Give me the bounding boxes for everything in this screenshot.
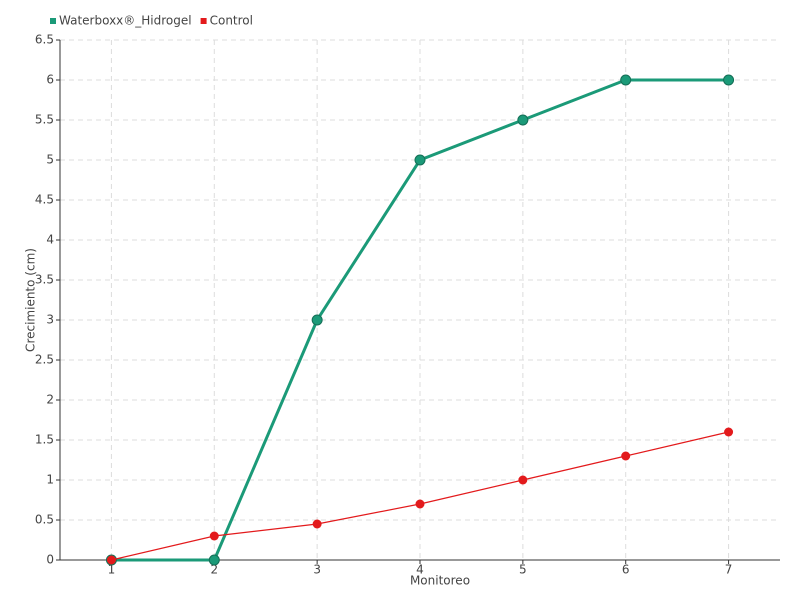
y-tick-label: 1 xyxy=(46,473,54,487)
y-tick-label: 6 xyxy=(46,73,54,87)
x-tick-label: 7 xyxy=(725,563,733,577)
data-point xyxy=(517,114,529,126)
data-point xyxy=(723,74,735,86)
data-point xyxy=(311,314,323,326)
y-tick-label: 6.5 xyxy=(35,33,54,47)
x-axis-label: Monitoreo xyxy=(410,574,470,588)
data-point xyxy=(621,451,631,461)
y-tick-label: 3 xyxy=(46,313,54,327)
legend-swatch xyxy=(200,18,207,24)
y-tick-label: 0 xyxy=(46,553,54,567)
y-tick-label: 0.5 xyxy=(35,513,54,527)
legend-label: Control xyxy=(210,14,253,28)
x-tick-label: 3 xyxy=(313,563,321,577)
data-point xyxy=(209,531,219,541)
data-point xyxy=(414,154,426,166)
y-tick-label: 2 xyxy=(46,393,54,407)
x-tick-label: 1 xyxy=(108,563,116,577)
data-point xyxy=(208,554,220,566)
y-tick-label: 3.5 xyxy=(35,273,54,287)
y-axis-label: Crecimiento (cm) xyxy=(24,248,38,352)
legend-label: Waterboxx®_Hidrogel xyxy=(59,14,192,28)
data-point xyxy=(312,519,322,529)
y-tick-label: 1.5 xyxy=(35,433,54,447)
x-tick-label: 6 xyxy=(622,563,630,577)
y-tick-label: 2.5 xyxy=(35,353,54,367)
data-point xyxy=(724,427,734,437)
x-tick-label: 2 xyxy=(210,563,218,577)
y-tick-label: 5.5 xyxy=(35,113,54,127)
data-point xyxy=(518,475,528,485)
y-tick-label: 5 xyxy=(46,153,54,167)
series-line xyxy=(111,431,729,561)
data-point xyxy=(620,74,632,86)
legend-swatch xyxy=(50,18,56,24)
data-point xyxy=(415,499,425,509)
y-tick-label: 4 xyxy=(46,233,54,247)
x-tick-label: 4 xyxy=(416,563,424,577)
x-tick-label: 5 xyxy=(519,563,527,577)
data-point xyxy=(106,555,116,565)
y-tick-label: 4.5 xyxy=(35,193,54,207)
